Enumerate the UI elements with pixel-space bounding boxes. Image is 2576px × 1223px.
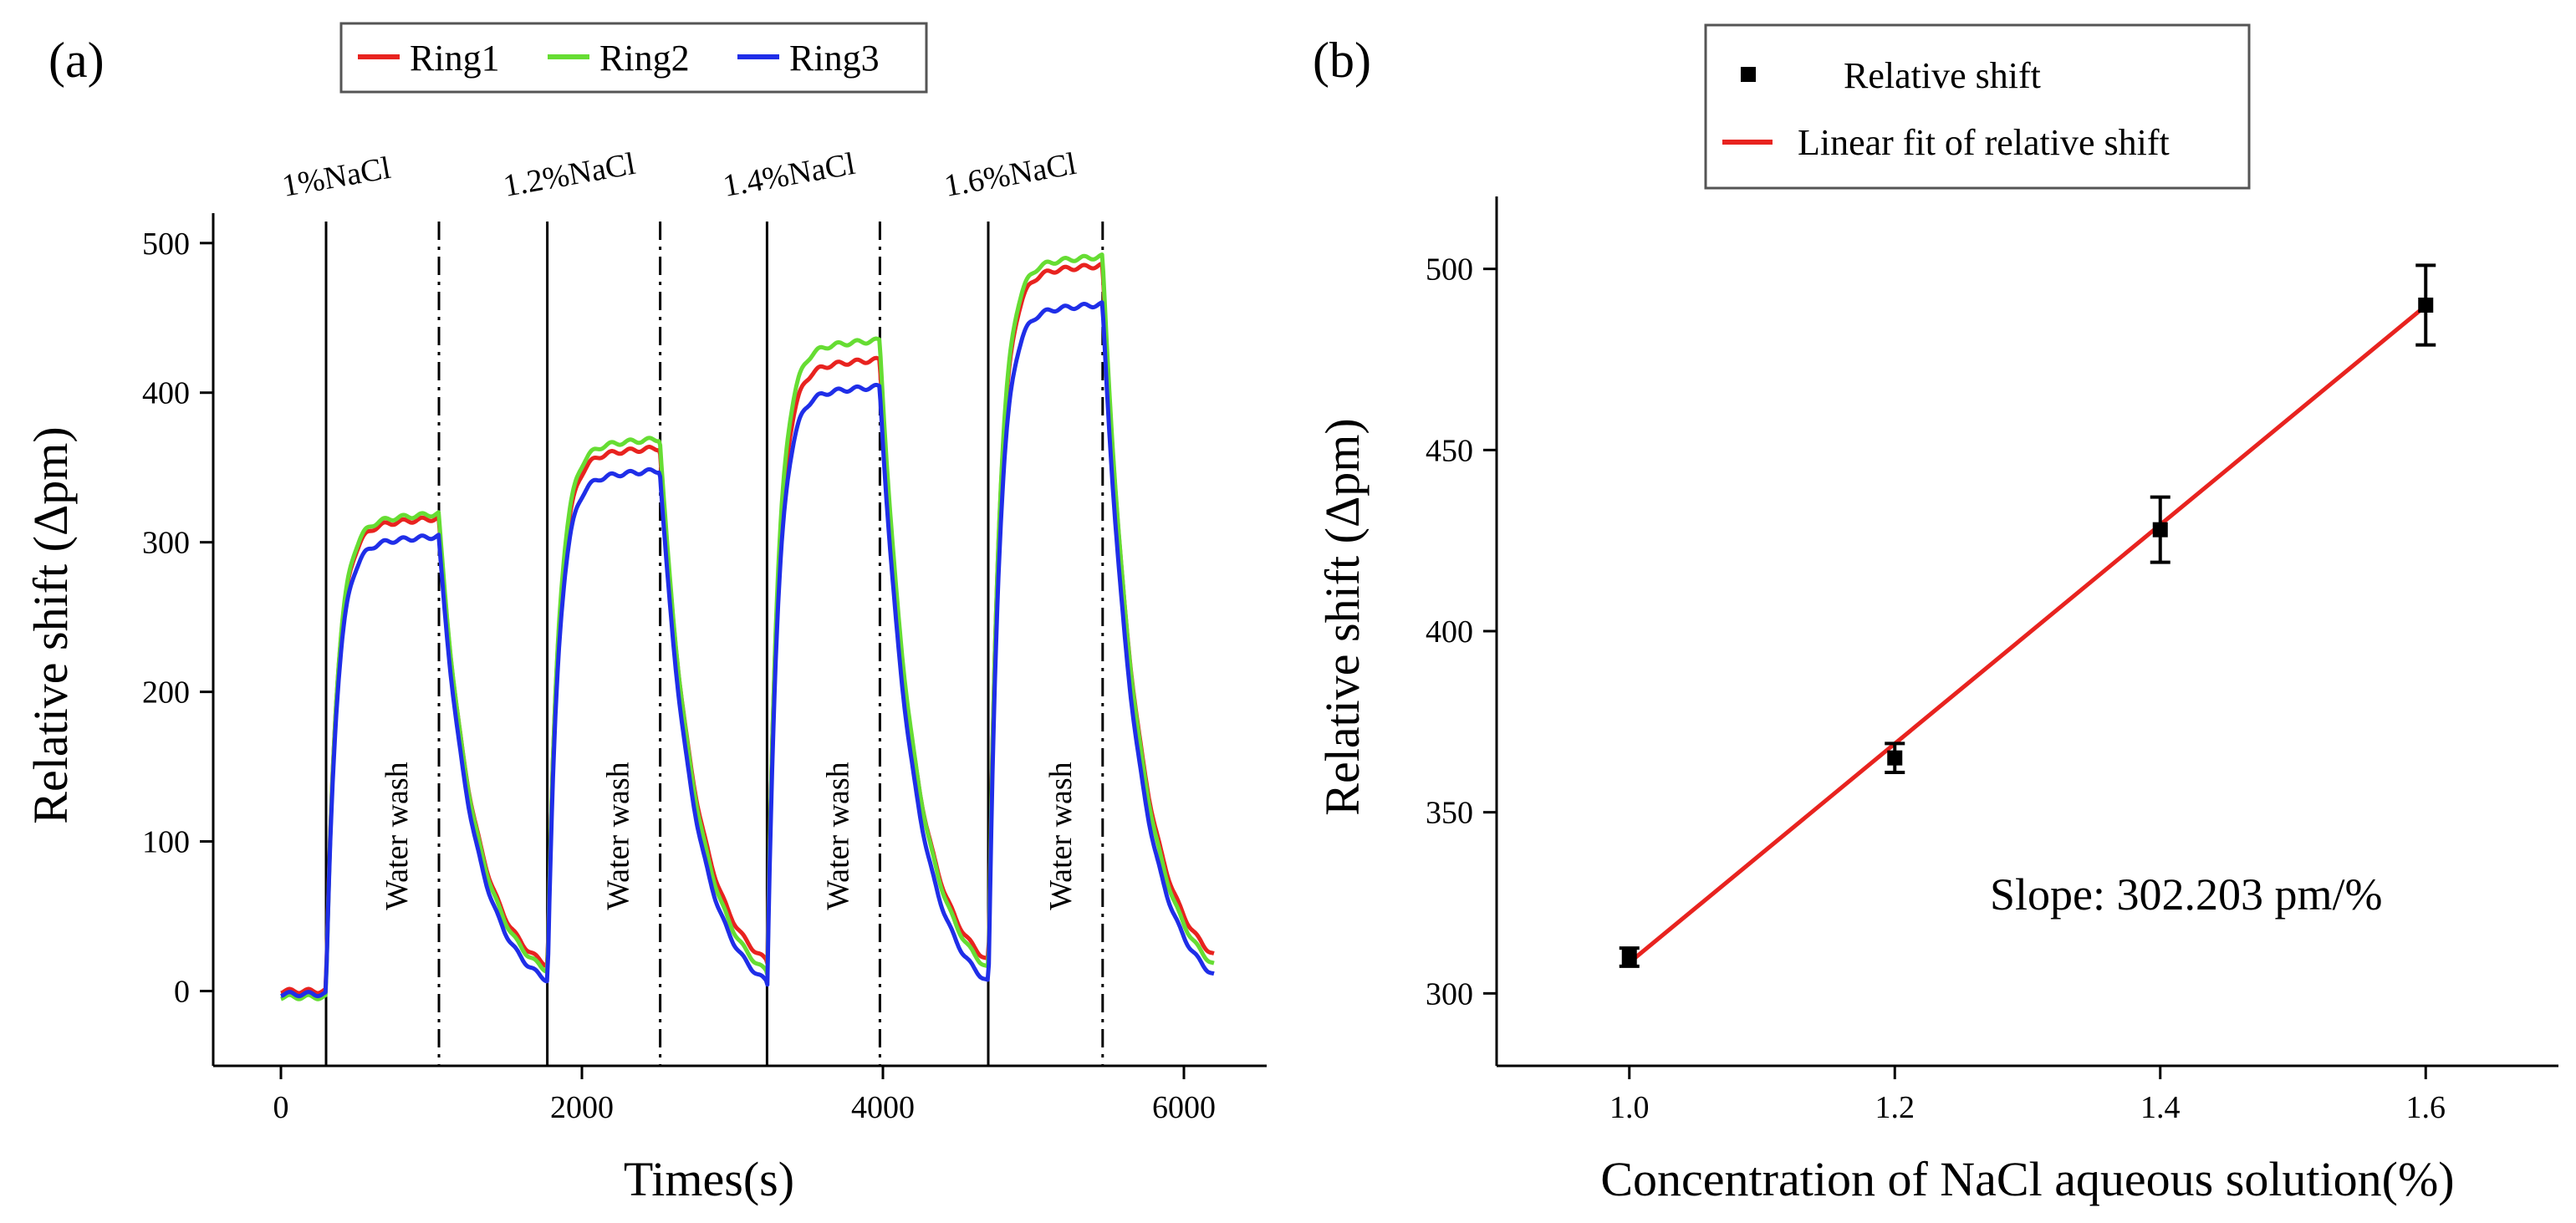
data-point xyxy=(1621,950,1637,965)
y-tick-label-b: 350 xyxy=(1426,796,1473,831)
x-tick-label-b: 1.6 xyxy=(2406,1090,2446,1125)
series-line-ring2 xyxy=(279,252,1216,1001)
x-tick-label-b: 1.4 xyxy=(2140,1090,2181,1125)
x-tick-label-a: 0 xyxy=(273,1090,289,1125)
y-ticks-b: 300 350 400 450 500 xyxy=(1426,252,1497,1012)
legend-b: Relative shift Linear fit of relative sh… xyxy=(1704,23,2251,190)
annotations-a: 1%NaCl 1.2%NaCl 1.4%NaCl 1.6%NaCl Water wash… xyxy=(279,146,1079,910)
y-tick-label-b: 500 xyxy=(1426,252,1473,288)
y-tick-label-a: 100 xyxy=(142,825,190,860)
legend-a: Ring1 Ring2 Ring3 xyxy=(339,22,928,94)
series-a xyxy=(279,252,1216,1001)
slope-annotation: Slope: 302.203 pm/% xyxy=(1990,869,2383,920)
data-point xyxy=(1887,750,1903,766)
y-ticks-a: 0 100 200 300 400 500 xyxy=(142,227,213,1010)
y-tick-label-a: 300 xyxy=(142,526,190,561)
fit-line-b xyxy=(1628,303,2427,965)
y-tick-label-a: 400 xyxy=(142,376,190,411)
x-ticks-a: 0 2000 4000 6000 xyxy=(273,1066,1216,1125)
legend-label-linear-fit: Linear fit of relative shift xyxy=(1798,122,2170,163)
injection-label: 1.6%NaCl xyxy=(941,146,1079,204)
legend-label-ring1: Ring1 xyxy=(410,38,500,79)
y-tick-label-b: 400 xyxy=(1426,614,1473,650)
x-tick-label-a: 6000 xyxy=(1152,1090,1216,1125)
wash-label: Water wash xyxy=(820,762,855,910)
wash-label: Water wash xyxy=(1043,762,1079,910)
x-ticks-b: 1.0 1.2 1.4 1.6 xyxy=(1609,1066,2446,1125)
legend-b-frame xyxy=(1704,23,2251,190)
series-line-ring3 xyxy=(279,300,1216,999)
linear-fit-line xyxy=(1628,303,2427,965)
wash-label: Water wash xyxy=(380,762,415,910)
axes-a xyxy=(212,213,1267,1068)
injection-label: 1.4%NaCl xyxy=(721,146,858,204)
wash-label: Water wash xyxy=(601,762,636,910)
event-markers-a xyxy=(324,222,1104,1066)
y-tick-label-a: 500 xyxy=(142,227,190,262)
y-tick-label-b: 450 xyxy=(1426,433,1473,468)
y-tick-label-a: 200 xyxy=(142,675,190,711)
y-tick-label-b: 300 xyxy=(1426,976,1473,1012)
data-point xyxy=(2418,298,2434,313)
injection-label: 1.2%NaCl xyxy=(501,146,638,204)
x-tick-label-b: 1.0 xyxy=(1609,1090,1650,1125)
x-axis-label-b: Concentration of NaCl aqueous solution(%… xyxy=(1600,1152,2454,1206)
y-axis-label-b: Relative shift (Δpm) xyxy=(1315,418,1370,815)
legend-label-ring2: Ring2 xyxy=(599,38,690,79)
legend-swatch-relative-shift xyxy=(1741,67,1756,82)
data-points-b xyxy=(1619,263,2436,968)
injection-label: 1%NaCl xyxy=(279,150,393,204)
x-tick-label-a: 2000 xyxy=(550,1090,614,1125)
legend-a-frame xyxy=(339,22,928,94)
x-axis-label-a: Times(s) xyxy=(624,1152,794,1206)
panel-b-label: (b) xyxy=(1313,33,1371,88)
series-line-ring1 xyxy=(279,261,1216,996)
panel-a-label: (a) xyxy=(48,33,105,88)
legend-label-ring3: Ring3 xyxy=(789,38,880,79)
x-tick-label-a: 4000 xyxy=(851,1090,915,1125)
data-point xyxy=(2152,522,2168,538)
y-axis-label-a: Relative shift (Δpm) xyxy=(23,426,78,823)
y-tick-label-a: 0 xyxy=(174,975,190,1010)
x-tick-label-b: 1.2 xyxy=(1875,1090,1915,1125)
legend-label-relative-shift: Relative shift xyxy=(1844,55,2041,96)
